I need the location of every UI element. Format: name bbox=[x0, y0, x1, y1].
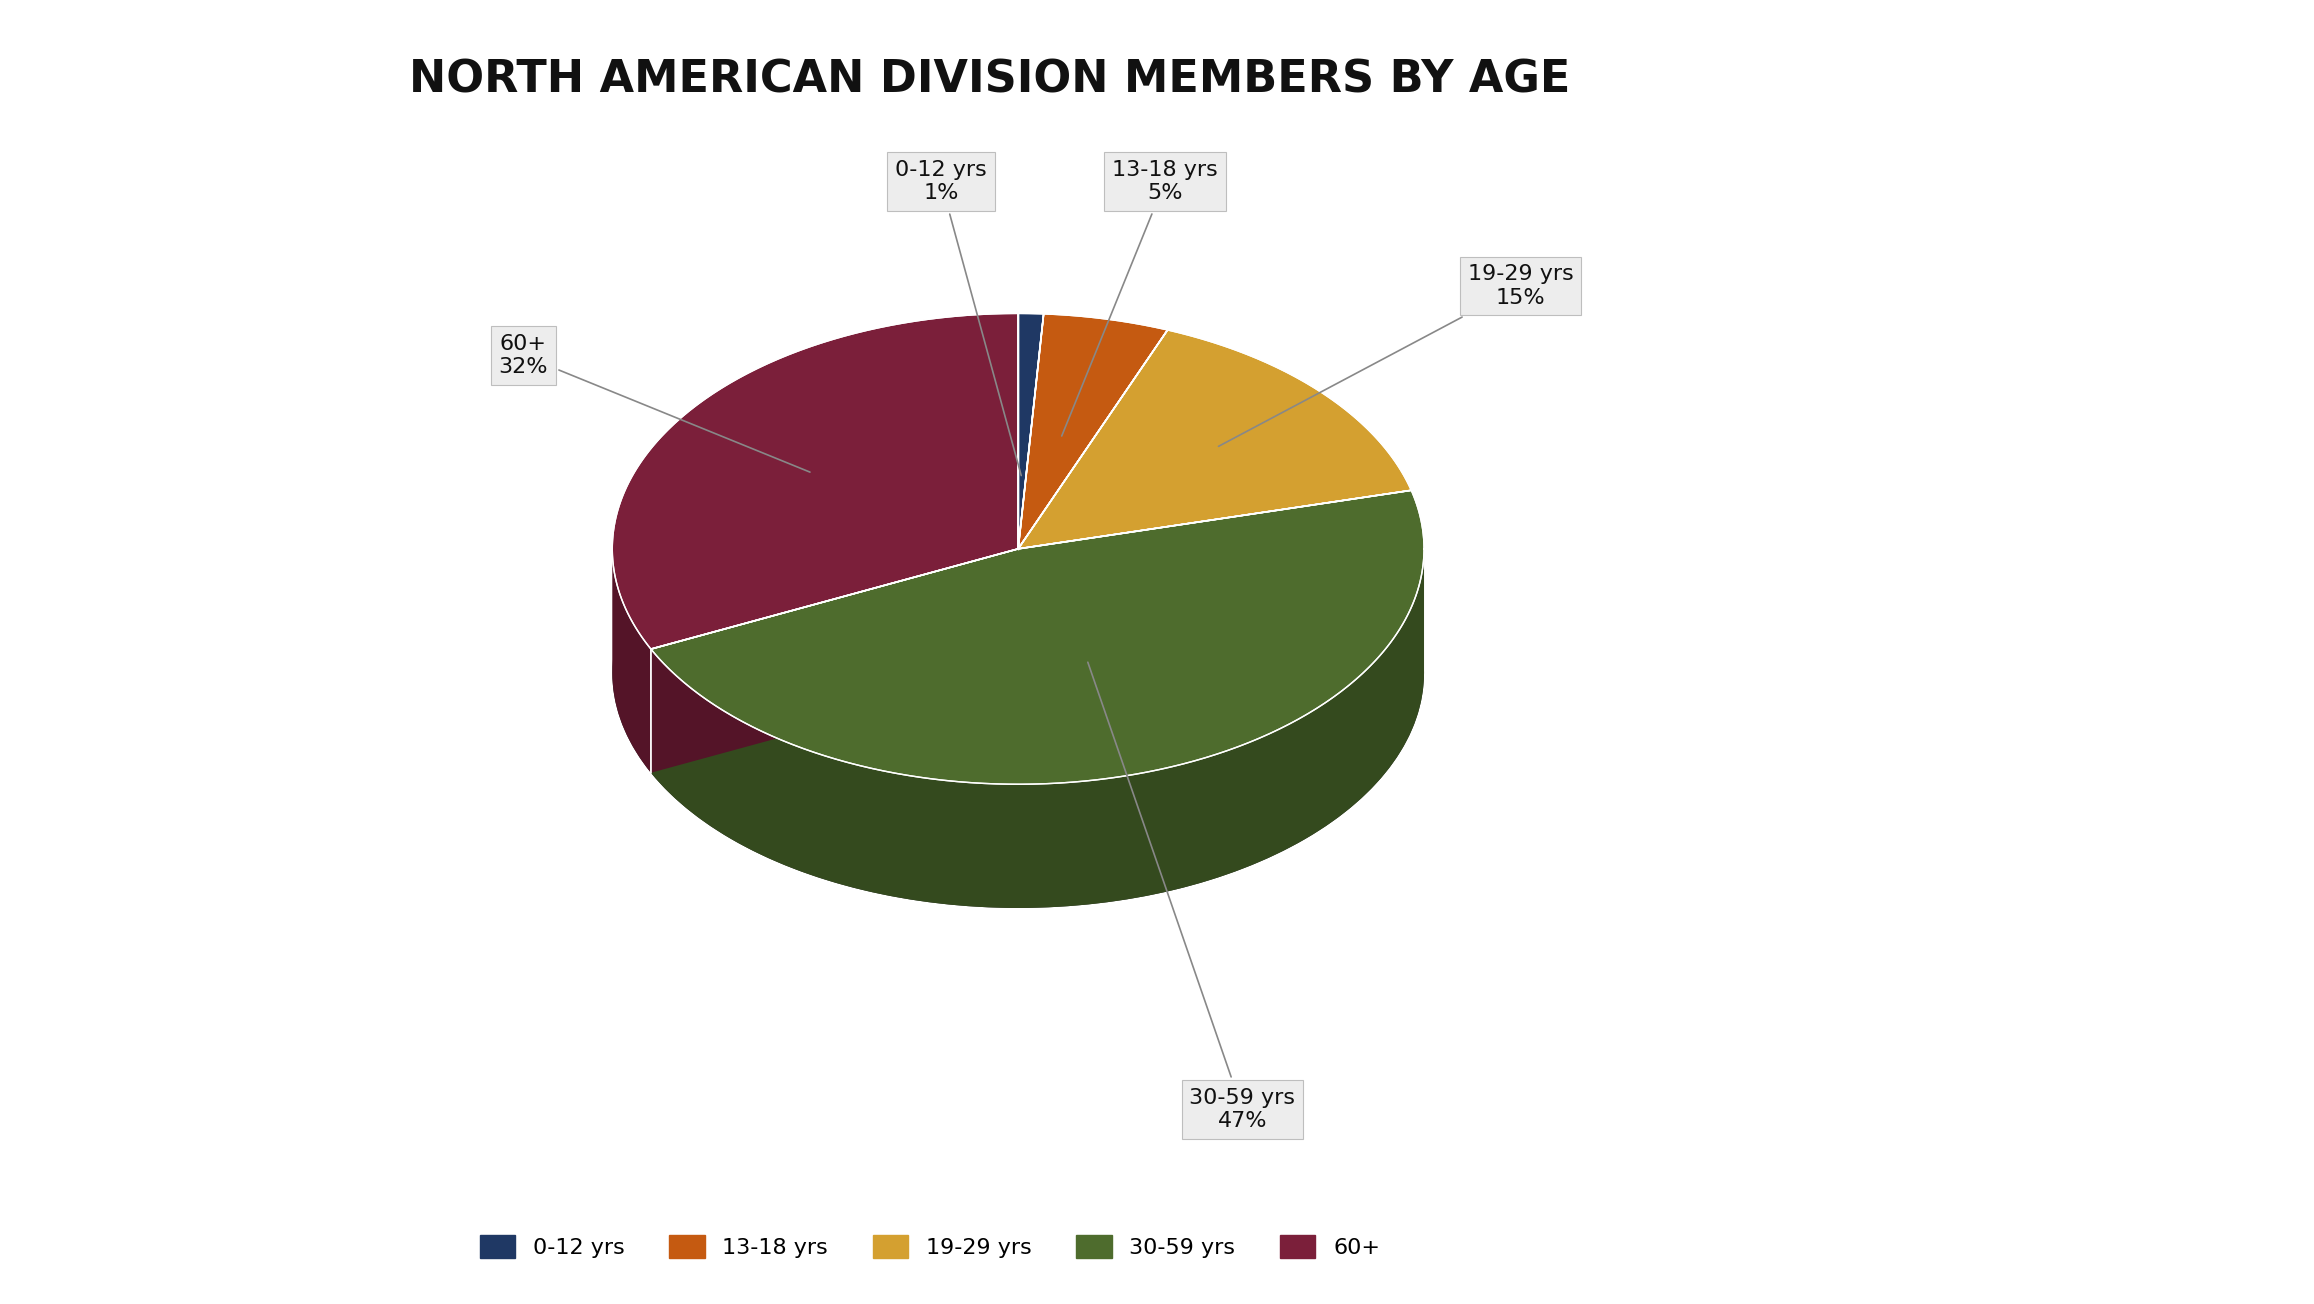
Text: 60+
32%: 60+ 32% bbox=[498, 334, 810, 472]
Text: NORTH AMERICAN DIVISION MEMBERS BY AGE: NORTH AMERICAN DIVISION MEMBERS BY AGE bbox=[410, 59, 1569, 102]
Polygon shape bbox=[613, 313, 1018, 649]
Polygon shape bbox=[650, 490, 1423, 784]
Polygon shape bbox=[1018, 314, 1044, 673]
Text: 0-12 yrs
1%: 0-12 yrs 1% bbox=[896, 160, 1020, 476]
Polygon shape bbox=[1018, 330, 1412, 549]
Polygon shape bbox=[1018, 314, 1169, 549]
Text: 19-29 yrs
15%: 19-29 yrs 15% bbox=[1219, 265, 1574, 446]
Polygon shape bbox=[1018, 490, 1412, 673]
Polygon shape bbox=[613, 549, 650, 773]
Polygon shape bbox=[1018, 330, 1169, 673]
Ellipse shape bbox=[613, 437, 1423, 908]
Polygon shape bbox=[650, 549, 1018, 773]
Polygon shape bbox=[1018, 490, 1412, 673]
Text: 30-59 yrs
47%: 30-59 yrs 47% bbox=[1088, 662, 1296, 1131]
Legend: 0-12 yrs, 13-18 yrs, 19-29 yrs, 30-59 yrs, 60+: 0-12 yrs, 13-18 yrs, 19-29 yrs, 30-59 yr… bbox=[470, 1226, 1388, 1266]
Text: 13-18 yrs
5%: 13-18 yrs 5% bbox=[1062, 160, 1217, 436]
Polygon shape bbox=[650, 549, 1018, 773]
Polygon shape bbox=[1018, 330, 1169, 673]
Polygon shape bbox=[1018, 313, 1044, 549]
Polygon shape bbox=[1018, 314, 1044, 673]
Polygon shape bbox=[650, 550, 1423, 908]
